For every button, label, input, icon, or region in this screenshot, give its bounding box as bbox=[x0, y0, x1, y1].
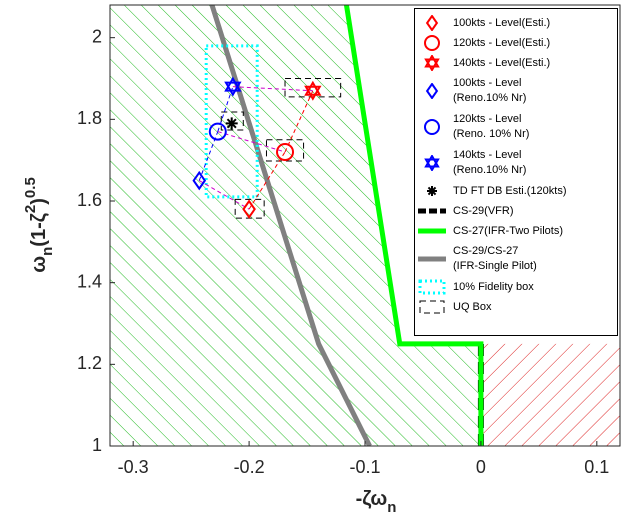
legend-entry: 10% Fidelity box bbox=[415, 277, 617, 297]
legend-symbol bbox=[424, 55, 440, 71]
box bbox=[204, 44, 259, 199]
legend-marker bbox=[424, 55, 440, 71]
legend-entry: CS-29(VFR) bbox=[415, 201, 617, 221]
legend-entry: 120kts - Level(Esti.) bbox=[415, 33, 617, 53]
legend-entry: CS-29/CS-27 (IFR-Single Pilot) bbox=[415, 241, 617, 277]
y-label-part: 0.5 bbox=[22, 177, 39, 198]
legend-symbol bbox=[423, 119, 441, 135]
legend-label: 120kts - Level (Reno. 10% Nr) bbox=[453, 113, 530, 140]
y-label-part: ω bbox=[28, 256, 50, 273]
connector bbox=[199, 180, 250, 210]
legend-entry: 100kts - Level(Esti.) bbox=[415, 13, 617, 33]
legend-symbol bbox=[427, 186, 437, 196]
y-tick-label: 1.8 bbox=[77, 108, 102, 128]
x-tick-label: -0.3 bbox=[118, 457, 149, 477]
y-tick-label: 1.2 bbox=[77, 353, 102, 373]
legend-marker bbox=[423, 119, 441, 135]
y-tick-label: 1.6 bbox=[77, 190, 102, 210]
legend-entry: 100kts - Level (Reno.10% Nr) bbox=[415, 73, 617, 109]
legend-entry: UQ Box bbox=[415, 297, 617, 317]
red-hatch bbox=[480, 343, 620, 446]
green-hatch bbox=[110, 5, 481, 446]
legend-symbol bbox=[425, 15, 439, 31]
legend-marker bbox=[424, 155, 440, 171]
legend-symbol bbox=[423, 35, 441, 51]
legend-label: 100kts - Level(Esti.) bbox=[453, 16, 551, 29]
legend-symbol bbox=[418, 279, 446, 295]
legend-label: CS-29/CS-27 (IFR-Single Pilot) bbox=[453, 245, 537, 272]
marker bbox=[224, 76, 242, 97]
x-tick-label: 0.1 bbox=[584, 457, 609, 477]
boundary-line bbox=[343, 5, 484, 446]
x-label-part: n bbox=[387, 499, 396, 516]
boundary-line bbox=[209, 5, 372, 446]
marker bbox=[276, 143, 295, 161]
legend-symbol bbox=[418, 228, 446, 234]
y-label-part: (1-ζ bbox=[28, 213, 50, 247]
x-axis-label: -ζωn bbox=[356, 488, 397, 516]
legend-symbol bbox=[418, 208, 446, 214]
connector bbox=[284, 90, 314, 153]
y-tick-label: 2 bbox=[92, 26, 102, 46]
connector bbox=[232, 86, 313, 92]
legend-symbol bbox=[419, 300, 445, 314]
legend-box bbox=[419, 300, 445, 314]
legend-label: 140kts - Level (Reno.10% Nr) bbox=[453, 149, 527, 176]
plot-area bbox=[110, 5, 620, 446]
legend-symbol bbox=[418, 256, 446, 262]
legend: 100kts - Level(Esti.) 120kts - Level(Esti… bbox=[414, 8, 618, 336]
legend-label: CS-29(VFR) bbox=[453, 204, 514, 217]
marker bbox=[192, 170, 207, 191]
legend-marker bbox=[423, 35, 441, 51]
connector bbox=[217, 131, 286, 153]
legend-label: CS-27(IFR-Two Pilots) bbox=[453, 224, 564, 237]
legend-label: TD FT DB Esti.(120kts) bbox=[453, 184, 567, 197]
legend-entry: TD FT DB Esti.(120kts) bbox=[415, 181, 617, 201]
legend-entry: CS-27(IFR-Two Pilots) bbox=[415, 221, 617, 241]
legend-entry: 140kts - Level (Reno.10% Nr) bbox=[415, 145, 617, 181]
legend-marker bbox=[425, 83, 439, 99]
legend-label: 120kts - Level(Esti.) bbox=[453, 36, 551, 49]
marker bbox=[225, 117, 238, 130]
legend-box bbox=[418, 279, 446, 295]
marker bbox=[242, 199, 256, 219]
legend-label: 100kts - Level (Reno.10% Nr) bbox=[453, 77, 527, 104]
legend-symbol bbox=[424, 155, 440, 171]
legend-entry: 120kts - Level (Reno. 10% Nr) bbox=[415, 109, 617, 145]
legend-label: 10% Fidelity box bbox=[453, 280, 534, 293]
connector bbox=[248, 151, 286, 210]
y-tick-label: 1.4 bbox=[77, 271, 102, 291]
legend-symbol bbox=[425, 83, 439, 99]
y-axis-label: ωn(1-ζ2)0.5 bbox=[22, 177, 56, 273]
legend-label: 140kts - Level(Esti.) bbox=[453, 56, 551, 69]
legend-entry: 140kts - Level(Esti.) bbox=[415, 53, 617, 73]
y-label-part: ) bbox=[28, 198, 50, 205]
marker bbox=[208, 122, 227, 141]
box bbox=[234, 198, 265, 219]
x-tick-label: 0 bbox=[476, 457, 486, 477]
legend-label: UQ Box bbox=[453, 300, 492, 313]
legend-marker bbox=[427, 186, 437, 196]
x-label-part: -ζω bbox=[356, 488, 388, 510]
y-label-part: n bbox=[39, 247, 56, 256]
x-tick-label: -0.1 bbox=[349, 457, 380, 477]
box bbox=[220, 111, 244, 131]
y-label-part: 2 bbox=[22, 205, 39, 213]
x-tick-label: -0.2 bbox=[234, 457, 265, 477]
marker bbox=[304, 80, 322, 101]
legend-marker bbox=[425, 15, 439, 31]
y-tick-label: 1 bbox=[92, 435, 102, 455]
